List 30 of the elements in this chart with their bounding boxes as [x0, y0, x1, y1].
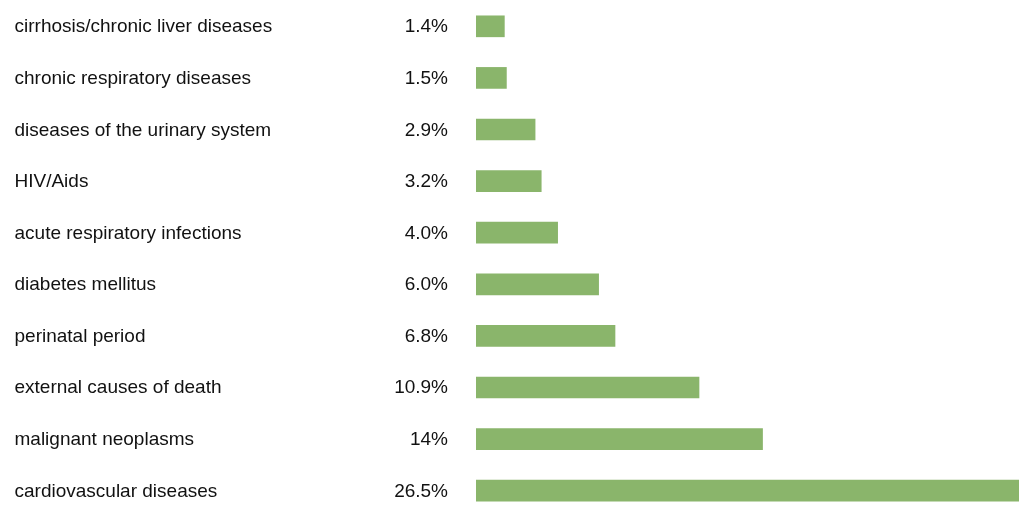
- bar: [476, 479, 1019, 502]
- data-label: 26.5%: [394, 479, 449, 501]
- bar: [476, 170, 542, 192]
- y-tick-label: acute respiratory infections: [14, 221, 242, 243]
- data-label: 2.9%: [404, 118, 449, 140]
- data-label: 14%: [409, 428, 449, 450]
- y-tick-label: cardiovascular diseases: [14, 479, 218, 501]
- data-label: 3.2%: [404, 170, 449, 192]
- y-tick-label: diabetes mellitus: [14, 273, 157, 295]
- y-tick-label: perinatal period: [14, 324, 146, 346]
- y-tick-label: HIV/Aids: [14, 170, 89, 192]
- bar: [476, 118, 536, 141]
- data-label: 4.0%: [404, 221, 449, 243]
- bar: [476, 221, 558, 244]
- data-label: 10.9%: [394, 376, 449, 398]
- y-tick-label: malignant neoplasms: [14, 428, 195, 450]
- bar: [476, 428, 763, 450]
- bar: [476, 67, 507, 89]
- data-label: 1.4%: [404, 15, 449, 37]
- data-label: 6.0%: [404, 273, 449, 295]
- bar: [476, 15, 505, 38]
- y-tick-label: diseases of the urinary system: [14, 118, 272, 140]
- bar: [476, 325, 616, 347]
- y-tick-label: chronic respiratory diseases: [14, 66, 252, 88]
- bar: [476, 376, 700, 399]
- data-label: 6.8%: [404, 324, 449, 346]
- y-tick-label: cirrhosis/chronic liver diseases: [14, 15, 273, 37]
- bar: [476, 273, 599, 296]
- data-label: 1.5%: [404, 66, 449, 88]
- y-tick-label: external causes of death: [14, 376, 222, 398]
